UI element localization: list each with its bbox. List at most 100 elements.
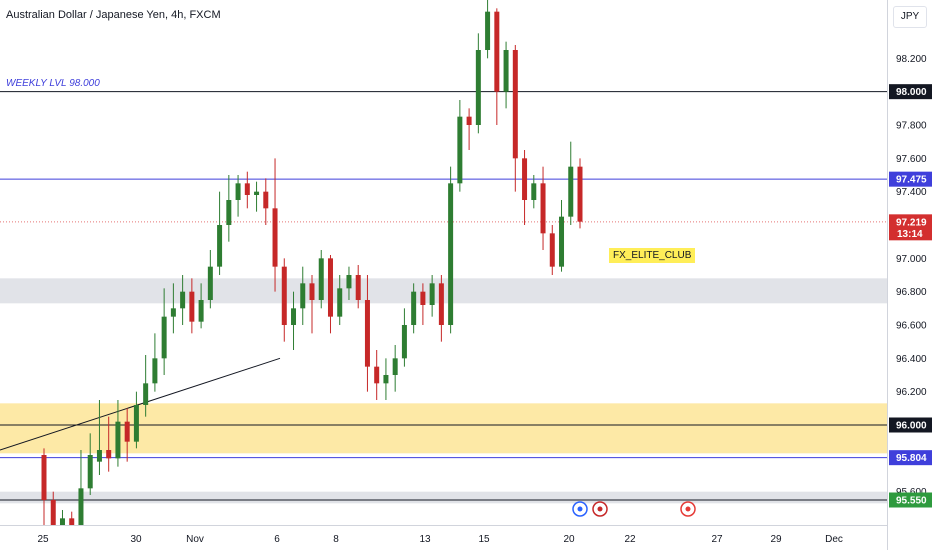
price-tick: 96.800: [896, 287, 927, 298]
candle-body: [217, 225, 223, 267]
candle: [568, 141, 574, 225]
candle: [180, 275, 186, 325]
price-tick: 98.200: [896, 54, 927, 65]
candle-body: [522, 158, 528, 200]
candle: [244, 171, 250, 209]
candle: [346, 266, 352, 300]
price-tag: [889, 84, 932, 100]
candle: [50, 491, 56, 525]
candle-body: [503, 50, 509, 92]
candle: [189, 278, 195, 334]
candle: [494, 8, 500, 125]
candle: [226, 175, 232, 242]
price-tag-countdown: 13:14: [897, 229, 923, 240]
event-dot: [597, 506, 603, 512]
candle-body: [577, 166, 583, 222]
candle: [198, 283, 204, 329]
candle-body: [143, 383, 149, 405]
candle: [143, 355, 149, 417]
candle-body: [50, 500, 56, 525]
candle: [559, 200, 565, 272]
candle: [503, 41, 509, 109]
candle: [207, 250, 213, 309]
candle: [106, 416, 112, 472]
price-tick: 97.000: [896, 254, 927, 265]
candle: [235, 175, 241, 217]
candle: [466, 108, 472, 150]
price-tag: [889, 492, 932, 508]
candle-body: [466, 116, 472, 125]
candle: [475, 33, 481, 134]
candle-body: [41, 455, 47, 500]
candle: [124, 408, 130, 462]
time-tick: 30: [130, 534, 142, 545]
candle: [411, 283, 417, 334]
price-tick: 97.600: [896, 154, 927, 165]
price-tag-label: 95.550: [896, 496, 927, 507]
weekly-level-label: WEEKLY LVL 98.000: [6, 78, 100, 89]
time-tick: 15: [478, 534, 490, 545]
time-tick: 8: [333, 534, 339, 545]
candle: [401, 308, 407, 367]
candle: [309, 275, 315, 334]
candle-body: [448, 183, 454, 325]
price-axis[interactable]: 98.200 97.800 97.600 97.400 97.000 96.800 96.6…: [887, 0, 932, 550]
candle-body: [207, 266, 213, 300]
candle: [96, 400, 102, 475]
candle-body: [457, 116, 463, 184]
price-chart[interactable]: [0, 0, 887, 525]
time-tick: 22: [624, 534, 636, 545]
candle-body: [124, 421, 130, 442]
lightning-icon: [572, 501, 588, 517]
candle-body: [429, 283, 435, 305]
candle-body: [59, 518, 65, 525]
candle: [254, 181, 260, 212]
candle: [115, 400, 121, 467]
flag-au-icon: [592, 501, 608, 517]
zone-rect: [0, 491, 887, 504]
candle: [133, 391, 139, 449]
time-tick: 13: [419, 534, 431, 545]
time-tick: 20: [563, 534, 575, 545]
candle-body: [170, 308, 176, 317]
candle-body: [364, 300, 370, 367]
candle-body: [392, 358, 398, 375]
price-tag: [889, 214, 932, 241]
candle-body: [106, 450, 112, 459]
watermark-label: FX_ELITE_CLUB: [609, 248, 696, 263]
time-axis[interactable]: 25 30 Nov 6 8 13 15 20 22 27 29 Dec: [0, 525, 887, 551]
candle: [69, 511, 75, 525]
events-layer: [572, 501, 696, 517]
levels-layer: [0, 91, 887, 501]
candle-body: [69, 518, 75, 525]
candle: [485, 0, 491, 59]
candle-body: [272, 208, 278, 267]
candle: [549, 225, 555, 275]
candle-body: [327, 258, 333, 317]
candle-body: [346, 275, 352, 289]
price-tick: 96.400: [896, 354, 927, 365]
time-tick: 29: [770, 534, 782, 545]
candle-body: [485, 11, 491, 50]
candle-body: [180, 291, 186, 309]
candle: [318, 250, 324, 309]
candle-body: [115, 421, 121, 459]
candle-body: [198, 300, 204, 322]
candle-body: [300, 283, 306, 309]
candle: [512, 45, 518, 192]
currency-button[interactable]: JPY: [893, 6, 927, 28]
time-tick: 27: [711, 534, 723, 545]
candle: [291, 291, 297, 350]
price-tag: [889, 171, 932, 187]
candle-body: [281, 266, 287, 325]
time-tick: 6: [274, 534, 280, 545]
candle: [383, 358, 389, 400]
candle: [170, 283, 176, 334]
candle: [457, 100, 463, 192]
candle: [161, 288, 167, 375]
price-tag: [889, 450, 932, 466]
candle-body: [531, 183, 537, 200]
candle-body: [512, 50, 518, 159]
trendline: [0, 357, 281, 451]
candle-body: [549, 233, 555, 267]
